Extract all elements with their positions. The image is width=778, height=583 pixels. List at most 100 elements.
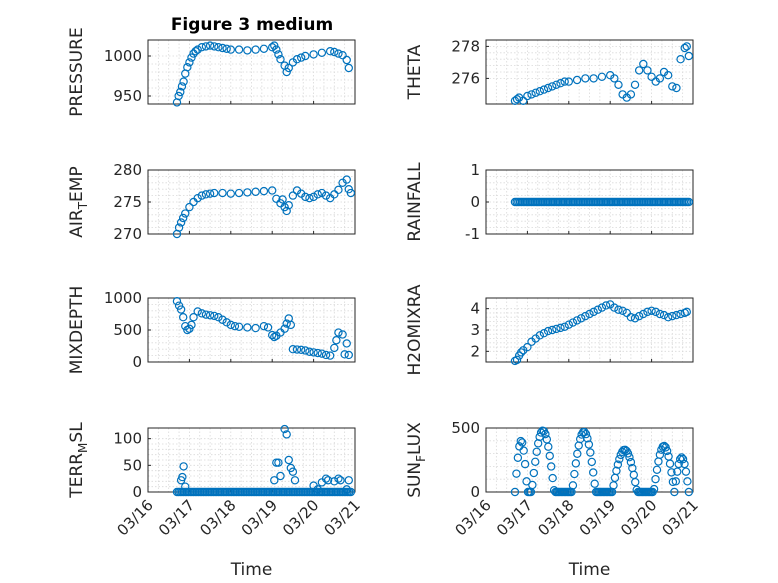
data-point — [234, 188, 244, 198]
data-point — [647, 72, 656, 82]
data-point — [301, 346, 310, 355]
data-point — [590, 479, 599, 488]
data-point — [612, 466, 621, 476]
data-point — [205, 41, 215, 50]
data-point — [663, 313, 673, 322]
data-point — [234, 45, 244, 54]
data-point — [680, 459, 689, 469]
data-point — [226, 189, 235, 198]
x-tick-label: 03/18 — [196, 496, 239, 539]
data-point — [321, 350, 331, 360]
data-point — [344, 63, 353, 73]
data-point — [284, 200, 293, 210]
data-point — [663, 70, 673, 80]
data-point — [527, 90, 536, 99]
data-point — [317, 349, 327, 358]
data-point — [630, 80, 640, 90]
data-point — [278, 195, 287, 204]
data-point — [675, 454, 685, 464]
data-point — [282, 430, 291, 439]
data-point — [673, 467, 682, 476]
data-point — [230, 321, 240, 331]
data-point — [218, 188, 227, 198]
y-axis-label: H2OMIXRA — [405, 284, 425, 375]
data-point — [639, 59, 648, 69]
x-tick-label: 03/20 — [617, 496, 660, 539]
data-point — [572, 75, 582, 85]
data-point — [342, 175, 351, 184]
x-tick-label: 03/21 — [659, 496, 702, 539]
data-point — [634, 311, 644, 321]
data-point — [655, 309, 665, 319]
data-point — [572, 316, 582, 325]
data-point — [183, 325, 192, 335]
data-point — [185, 58, 194, 67]
data-point — [176, 305, 186, 314]
data-point — [185, 202, 194, 212]
y-axis-label: PRESSURE — [67, 27, 87, 116]
data-point — [301, 192, 310, 202]
y-axis-label: SUNFLUX — [405, 422, 428, 498]
data-point — [288, 191, 298, 200]
y-tick-label: 1000 — [104, 289, 142, 307]
data-point — [560, 77, 569, 86]
data-point — [547, 462, 556, 471]
data-point — [270, 332, 279, 342]
data-point — [672, 310, 681, 320]
data-point — [681, 467, 691, 476]
data-point — [597, 72, 607, 82]
data-point — [593, 305, 602, 314]
y-axis-label: RAINFALL — [405, 162, 425, 242]
panel-theta: 276 278 THETA — [405, 37, 694, 106]
y-tick-label: 500 — [113, 321, 142, 339]
data-point — [178, 213, 188, 223]
figure-title: Figure 3 medium — [171, 15, 333, 35]
data-point — [647, 306, 656, 315]
data-point — [519, 96, 528, 106]
data-point — [543, 326, 553, 336]
data-point — [296, 345, 306, 355]
data-point — [548, 325, 557, 335]
data-point — [680, 43, 689, 53]
y-tick-label: 4 — [470, 300, 480, 318]
data-point — [282, 319, 291, 328]
data-point — [684, 487, 694, 497]
data-point — [573, 449, 582, 458]
data-point — [309, 192, 318, 202]
data-point — [518, 438, 527, 447]
data-point — [584, 440, 594, 449]
data-point — [309, 348, 318, 357]
data-point — [535, 86, 545, 96]
data-point — [313, 190, 322, 199]
data-point — [581, 74, 590, 83]
data-point — [286, 320, 296, 330]
data-point — [678, 454, 688, 464]
y-tick-label: 1000 — [104, 47, 142, 65]
data-point — [259, 321, 269, 331]
data-point — [625, 452, 634, 462]
data-point — [649, 484, 659, 494]
data-point — [251, 187, 260, 196]
data-point — [651, 307, 660, 317]
data-point — [330, 190, 339, 199]
y-tick-label: 278 — [451, 37, 480, 55]
data-point — [276, 55, 285, 64]
data-point — [556, 323, 565, 333]
data-point — [614, 80, 623, 90]
data-point — [344, 476, 353, 485]
data-point — [520, 459, 530, 469]
data-point — [623, 449, 633, 458]
data-point — [589, 468, 598, 477]
data-point — [193, 307, 202, 316]
data-point — [301, 51, 310, 61]
data-point — [325, 47, 335, 56]
data-point — [251, 45, 260, 54]
panel-mixdepth: 0 500 1000 MIXDEPTH — [67, 286, 356, 374]
data-point — [519, 446, 528, 455]
x-tick-label: 03/19 — [576, 496, 619, 539]
data-point — [568, 318, 578, 327]
data-point — [529, 468, 539, 478]
data-point — [334, 474, 343, 483]
data-point — [571, 459, 581, 468]
